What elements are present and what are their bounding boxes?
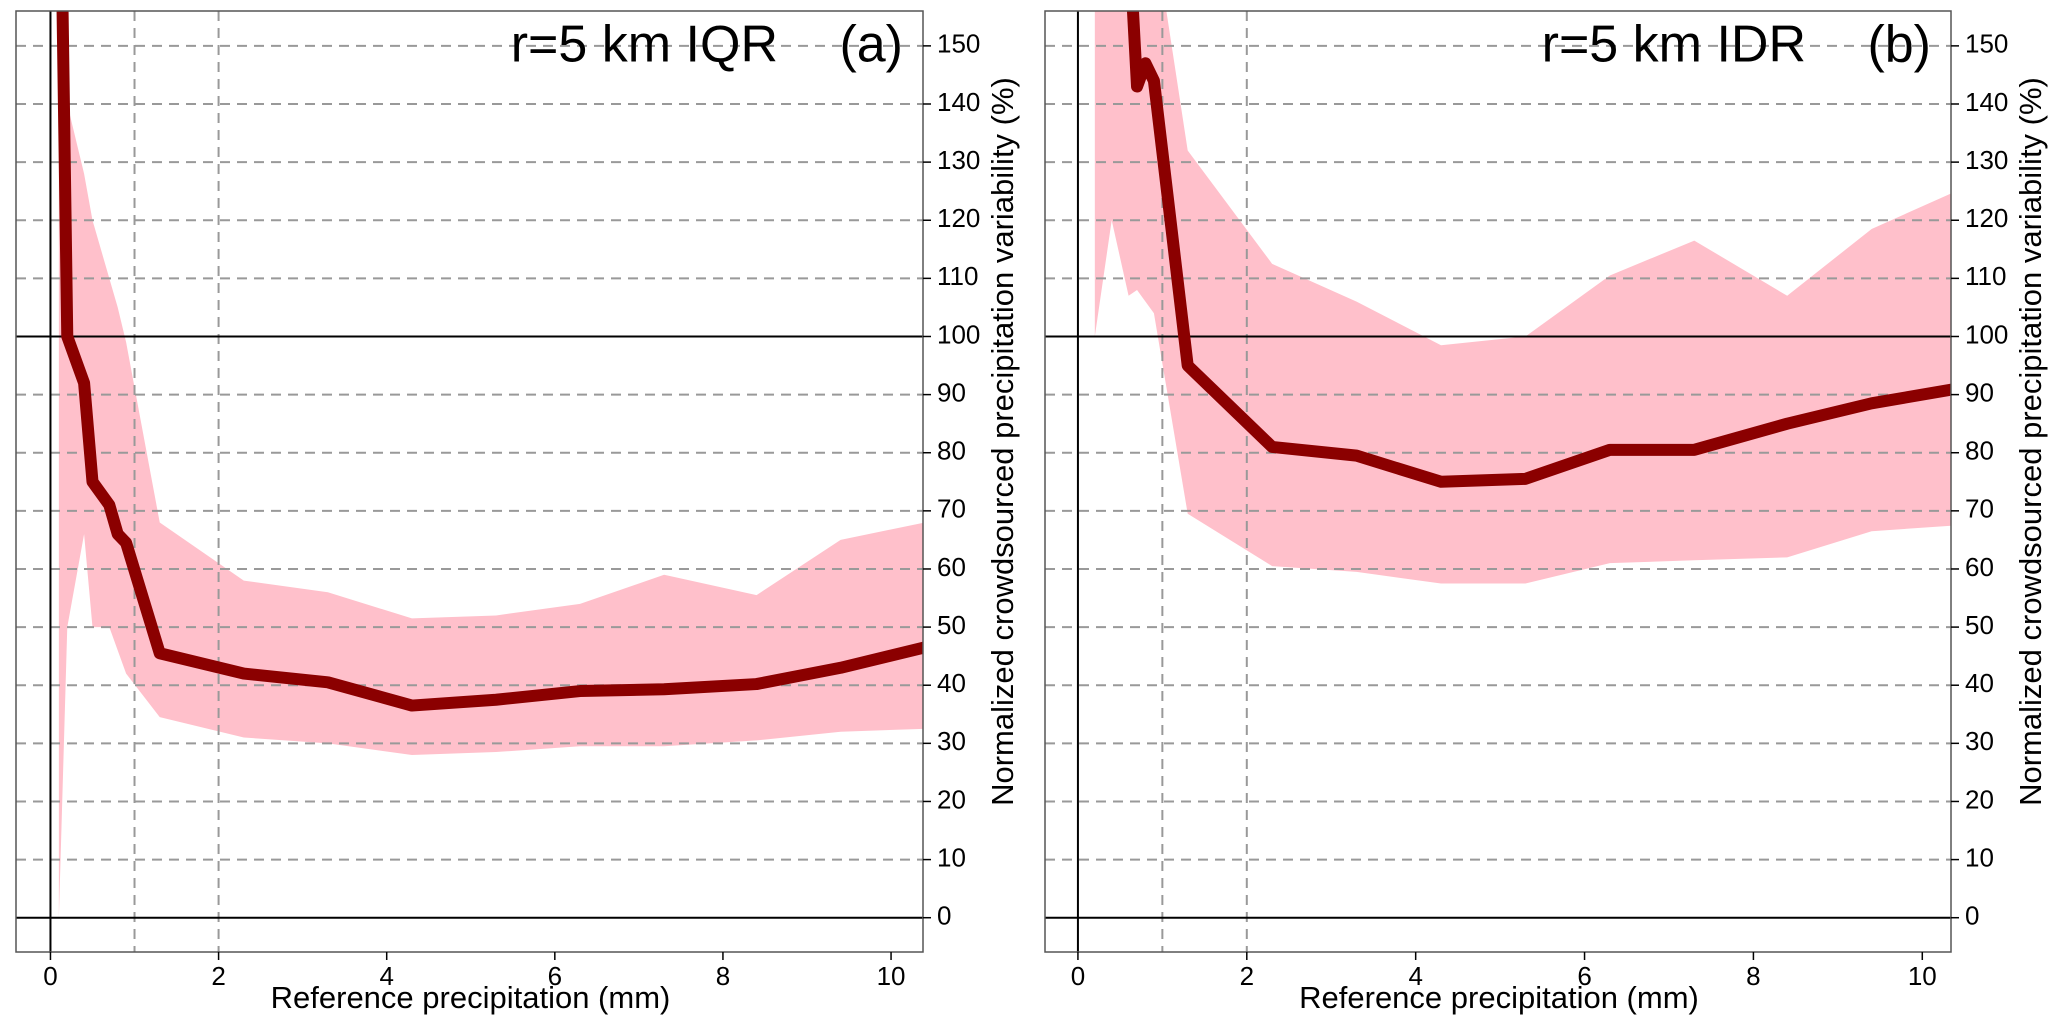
x-tick-label: 2 [1240, 961, 1254, 991]
y-tick-label: 70 [937, 494, 966, 524]
panel-label: (a) [839, 16, 903, 74]
chart-title: r=5 km IDR [1542, 16, 1806, 74]
y-tick-label: 40 [937, 668, 966, 698]
y-tick-label: 120 [1965, 203, 2008, 233]
panel: 0 10 20 30 40 50 60 70 80 90 100 110 120 130 140 150 0 2 4… [15, 10, 1020, 1015]
y-tick-label: 50 [937, 610, 966, 640]
x-axis-label: Reference precipitation (mm) [1299, 980, 1699, 1015]
y-tick-label: 100 [937, 319, 980, 349]
x-tick-label: 10 [877, 961, 906, 991]
y-tick-label: 140 [1965, 87, 2008, 117]
y-tick-label: 30 [937, 726, 966, 756]
x-tick-label: 2 [211, 961, 225, 991]
x-tick-label: 6 [548, 961, 562, 991]
uncertainty-band [1094, 11, 1951, 584]
plot-area [1045, 11, 1951, 952]
x-tick-label: 8 [1746, 961, 1760, 991]
y-tick-label: 150 [937, 29, 980, 59]
y-tick-label: 10 [937, 842, 966, 872]
x-tick-label: 4 [1408, 961, 1422, 991]
y-tick-label: 0 [1965, 901, 1979, 931]
y-tick-label: 90 [1965, 377, 1994, 407]
y-tick-label: 130 [1965, 145, 2008, 175]
chart-title: r=5 km IQR [511, 16, 778, 74]
x-tick-label: 8 [716, 961, 730, 991]
y-tick-label: 140 [937, 87, 980, 117]
x-tick-label: 10 [1908, 961, 1937, 991]
data-line [1126, 11, 1951, 488]
plot-frame [1044, 10, 1952, 953]
x-tick-label: 0 [43, 961, 57, 991]
data-line [56, 11, 923, 712]
y-tick-label: 30 [1965, 726, 1994, 756]
y-tick-label: 20 [937, 784, 966, 814]
y-tick-label: 110 [1965, 261, 2006, 291]
y-tick-label: 60 [937, 552, 966, 582]
panel: 0 10 20 30 40 50 60 70 80 90 100 110 120 130 140 150 0 2 4… [1044, 10, 2048, 1015]
y-tick-label: 40 [1965, 668, 1994, 698]
y-tick-label: 90 [937, 377, 966, 407]
uncertainty-band [58, 45, 923, 918]
x-tick-label: 0 [1071, 961, 1085, 991]
plot-frame [15, 10, 924, 953]
y-tick-label: 20 [1965, 784, 1994, 814]
x-tick-label: 6 [1577, 961, 1591, 991]
y-tick-label: 60 [1965, 552, 1994, 582]
plot-area [16, 11, 923, 952]
y-tick-label: 120 [937, 203, 980, 233]
panel-label: (b) [1867, 16, 1931, 74]
y-tick-label: 80 [1965, 436, 1994, 466]
y-tick-label: 150 [1965, 29, 2008, 59]
y-tick-label: 0 [937, 901, 951, 931]
x-axis-label: Reference precipitation (mm) [271, 980, 671, 1015]
y-axis-label: Normalized crowdsourced precipitation va… [2013, 77, 2048, 806]
y-tick-label: 50 [1965, 610, 1994, 640]
y-axis-label: Normalized crowdsourced precipitation va… [985, 77, 1020, 806]
x-tick-label: 4 [379, 961, 393, 991]
y-tick-label: 130 [937, 145, 980, 175]
y-tick-label: 110 [937, 261, 978, 291]
y-tick-label: 10 [1965, 842, 1994, 872]
y-tick-label: 100 [1965, 319, 2008, 349]
y-tick-label: 70 [1965, 494, 1994, 524]
y-tick-label: 80 [937, 436, 966, 466]
